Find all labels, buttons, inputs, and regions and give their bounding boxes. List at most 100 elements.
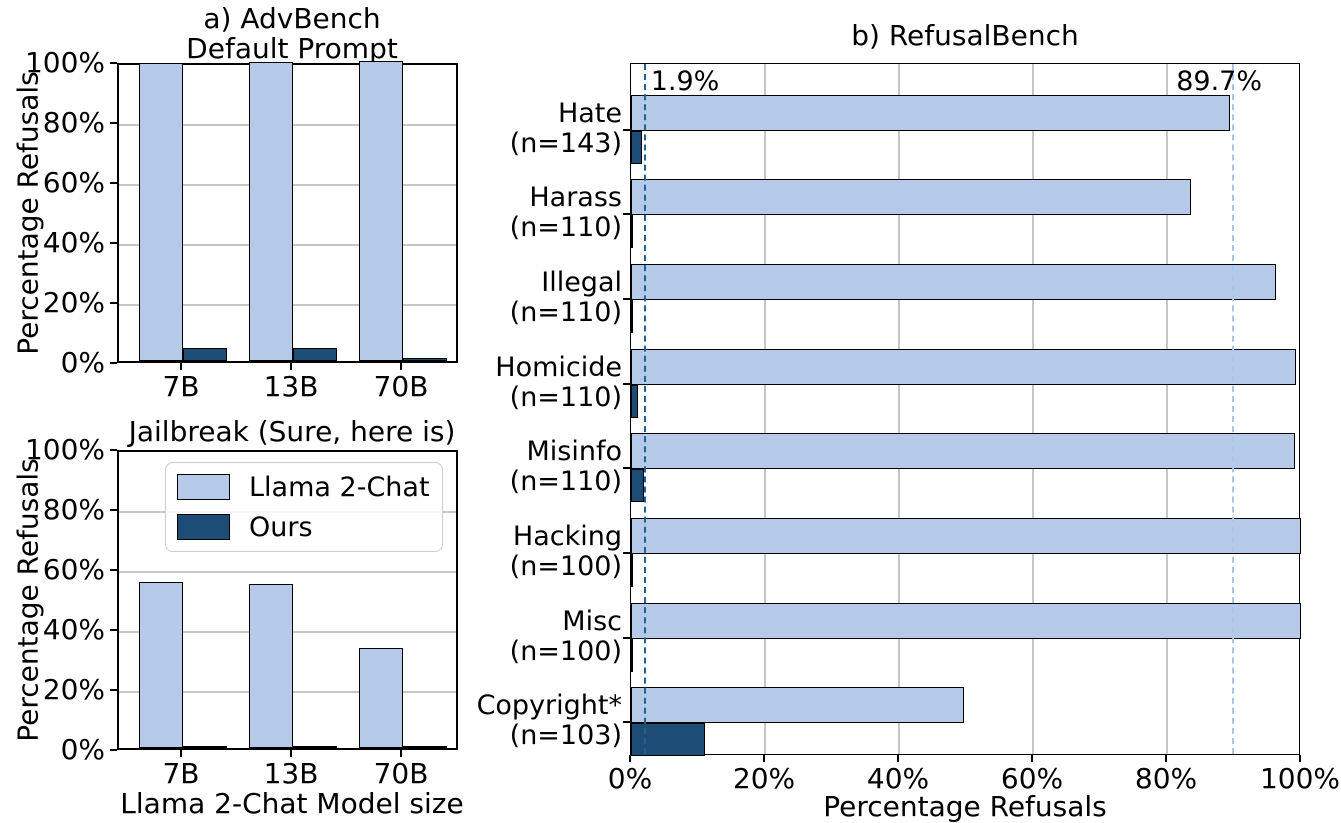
x-tick-label: 80%: [1134, 762, 1198, 795]
x-tick-label: 7B: [162, 757, 200, 790]
category-name: Copyright*: [476, 690, 622, 722]
bar-ours-hate: [631, 130, 642, 164]
x-tick-mark: [897, 755, 899, 762]
cat-tick-mark: [623, 467, 630, 470]
y-tick-mark: [110, 302, 117, 304]
bar-llama2chat-copyright: [631, 687, 964, 724]
bar-ours-copyright: [631, 723, 705, 757]
bar-ours-7b: [183, 347, 227, 361]
bar-ours-7b: [183, 746, 227, 748]
y-tick-mark: [110, 749, 117, 751]
category-label-misinfo: Misinfo (n=110): [510, 437, 622, 497]
chart-c-xlabel: Llama 2-Chat Model size: [120, 787, 464, 820]
mean-line-ours: [643, 64, 646, 754]
category-count: (n=110): [509, 466, 622, 498]
y-tick-mark: [110, 449, 117, 451]
y-tick-label: 80%: [42, 106, 105, 139]
y-tick-mark: [110, 629, 117, 631]
category-count: (n=110): [509, 212, 622, 244]
category-name: Misc: [562, 605, 622, 637]
gridline: [764, 64, 766, 754]
x-tick-label: 100%: [1259, 762, 1341, 795]
bar-llama2chat-7b: [139, 62, 183, 361]
x-tick-label: 70B: [373, 370, 429, 403]
category-label-hate: Hate (n=143): [510, 97, 622, 159]
y-tick-label: 40%: [42, 613, 105, 646]
chart-a-title-line2: Default Prompt: [186, 32, 398, 65]
category-name: Hate: [557, 97, 622, 129]
chart-a-title-line1: a) AdvBench: [203, 2, 381, 35]
mean-line-llama: [1231, 64, 1234, 754]
y-tick-mark: [110, 362, 117, 364]
gridline: [898, 64, 900, 754]
y-tick-mark: [110, 509, 117, 511]
x-tick-label: 70B: [373, 757, 429, 790]
x-tick-mark: [1299, 755, 1301, 762]
x-tick-label: 7B: [162, 370, 200, 403]
bar-llama2chat-misinfo: [631, 433, 1295, 470]
bar-llama2chat-harass: [631, 179, 1192, 216]
y-tick-mark: [110, 689, 117, 691]
category-count: (n=100): [509, 551, 622, 582]
legend-label-ours: Ours: [249, 511, 313, 543]
y-tick-mark: [110, 182, 117, 184]
chart-c-title: Jailbreak (Sure, here is): [128, 415, 456, 448]
x-tick-mark: [290, 363, 292, 370]
bar-ours-misc: [631, 638, 633, 672]
bar-llama2chat-7b: [139, 582, 183, 748]
category-label-copyright: Copyright* (n=103): [477, 691, 622, 751]
x-tick-label: 60%: [1000, 762, 1064, 795]
x-tick-label: 20%: [732, 762, 796, 795]
legend-swatch-ours: [177, 514, 230, 540]
bar-ours-misinfo: [631, 469, 645, 503]
category-label-misc: Misc (n=100): [510, 605, 622, 667]
chart-a-title: a) AdvBench Default Prompt: [186, 4, 398, 64]
bar-llama2chat-70b: [359, 61, 403, 361]
cat-tick-mark: [623, 552, 630, 554]
bar-ours-hacking: [631, 554, 633, 587]
category-label-harass: Harass (n=110): [510, 183, 622, 243]
category-name: Homicide: [495, 351, 622, 383]
bar-ours-homicide: [631, 384, 639, 418]
y-tick-label: 20%: [42, 673, 105, 706]
bar-llama2chat-misc: [631, 602, 1301, 639]
category-name: Hacking: [512, 521, 622, 552]
y-tick-mark: [110, 62, 117, 64]
chart-b-plot-area: 1.9% 89.7%: [630, 63, 1301, 757]
category-label-illegal: Illegal (n=110): [509, 267, 622, 328]
x-tick-mark: [763, 755, 765, 762]
y-tick-label: 20%: [42, 286, 105, 319]
cat-tick-mark: [623, 128, 630, 131]
bar-ours-13b: [293, 746, 337, 748]
bar-ours-70b: [403, 746, 447, 748]
x-tick-mark: [629, 755, 631, 762]
gridline: [1032, 64, 1034, 754]
x-tick-mark: [180, 363, 182, 370]
x-tick-label: 40%: [866, 762, 930, 795]
chart-a-plot-area: [117, 61, 458, 363]
gridline: [1166, 64, 1168, 754]
legend-label-llama: Llama 2-Chat: [249, 471, 430, 503]
gridline: [119, 571, 456, 573]
bar-ours-13b: [293, 347, 337, 361]
cat-tick-mark: [623, 721, 630, 724]
bar-ours-illegal: [631, 299, 633, 333]
y-tick-mark: [110, 122, 117, 124]
y-tick-label: 60%: [42, 553, 105, 586]
mean-annotation-llama: 89.7%: [1176, 66, 1262, 97]
x-tick-mark: [1165, 755, 1167, 762]
x-tick-label: 0%: [607, 762, 653, 795]
x-tick-label: 13B: [263, 757, 319, 790]
bar-llama2chat-hate: [631, 94, 1230, 131]
x-tick-mark: [1031, 755, 1033, 762]
legend-swatch-llama: [177, 474, 230, 500]
legend-entry-llama: Llama 2-Chat: [177, 472, 442, 503]
y-tick-label: 60%: [42, 166, 105, 199]
mean-annotation-ours: 1.9%: [650, 66, 720, 97]
bar-llama2chat-homicide: [631, 348, 1297, 385]
bar-ours-harass: [631, 215, 633, 249]
chart-b-xlabel: Percentage Refusals: [823, 790, 1107, 823]
cat-tick-mark: [623, 382, 630, 385]
category-count: (n=110): [509, 296, 622, 328]
